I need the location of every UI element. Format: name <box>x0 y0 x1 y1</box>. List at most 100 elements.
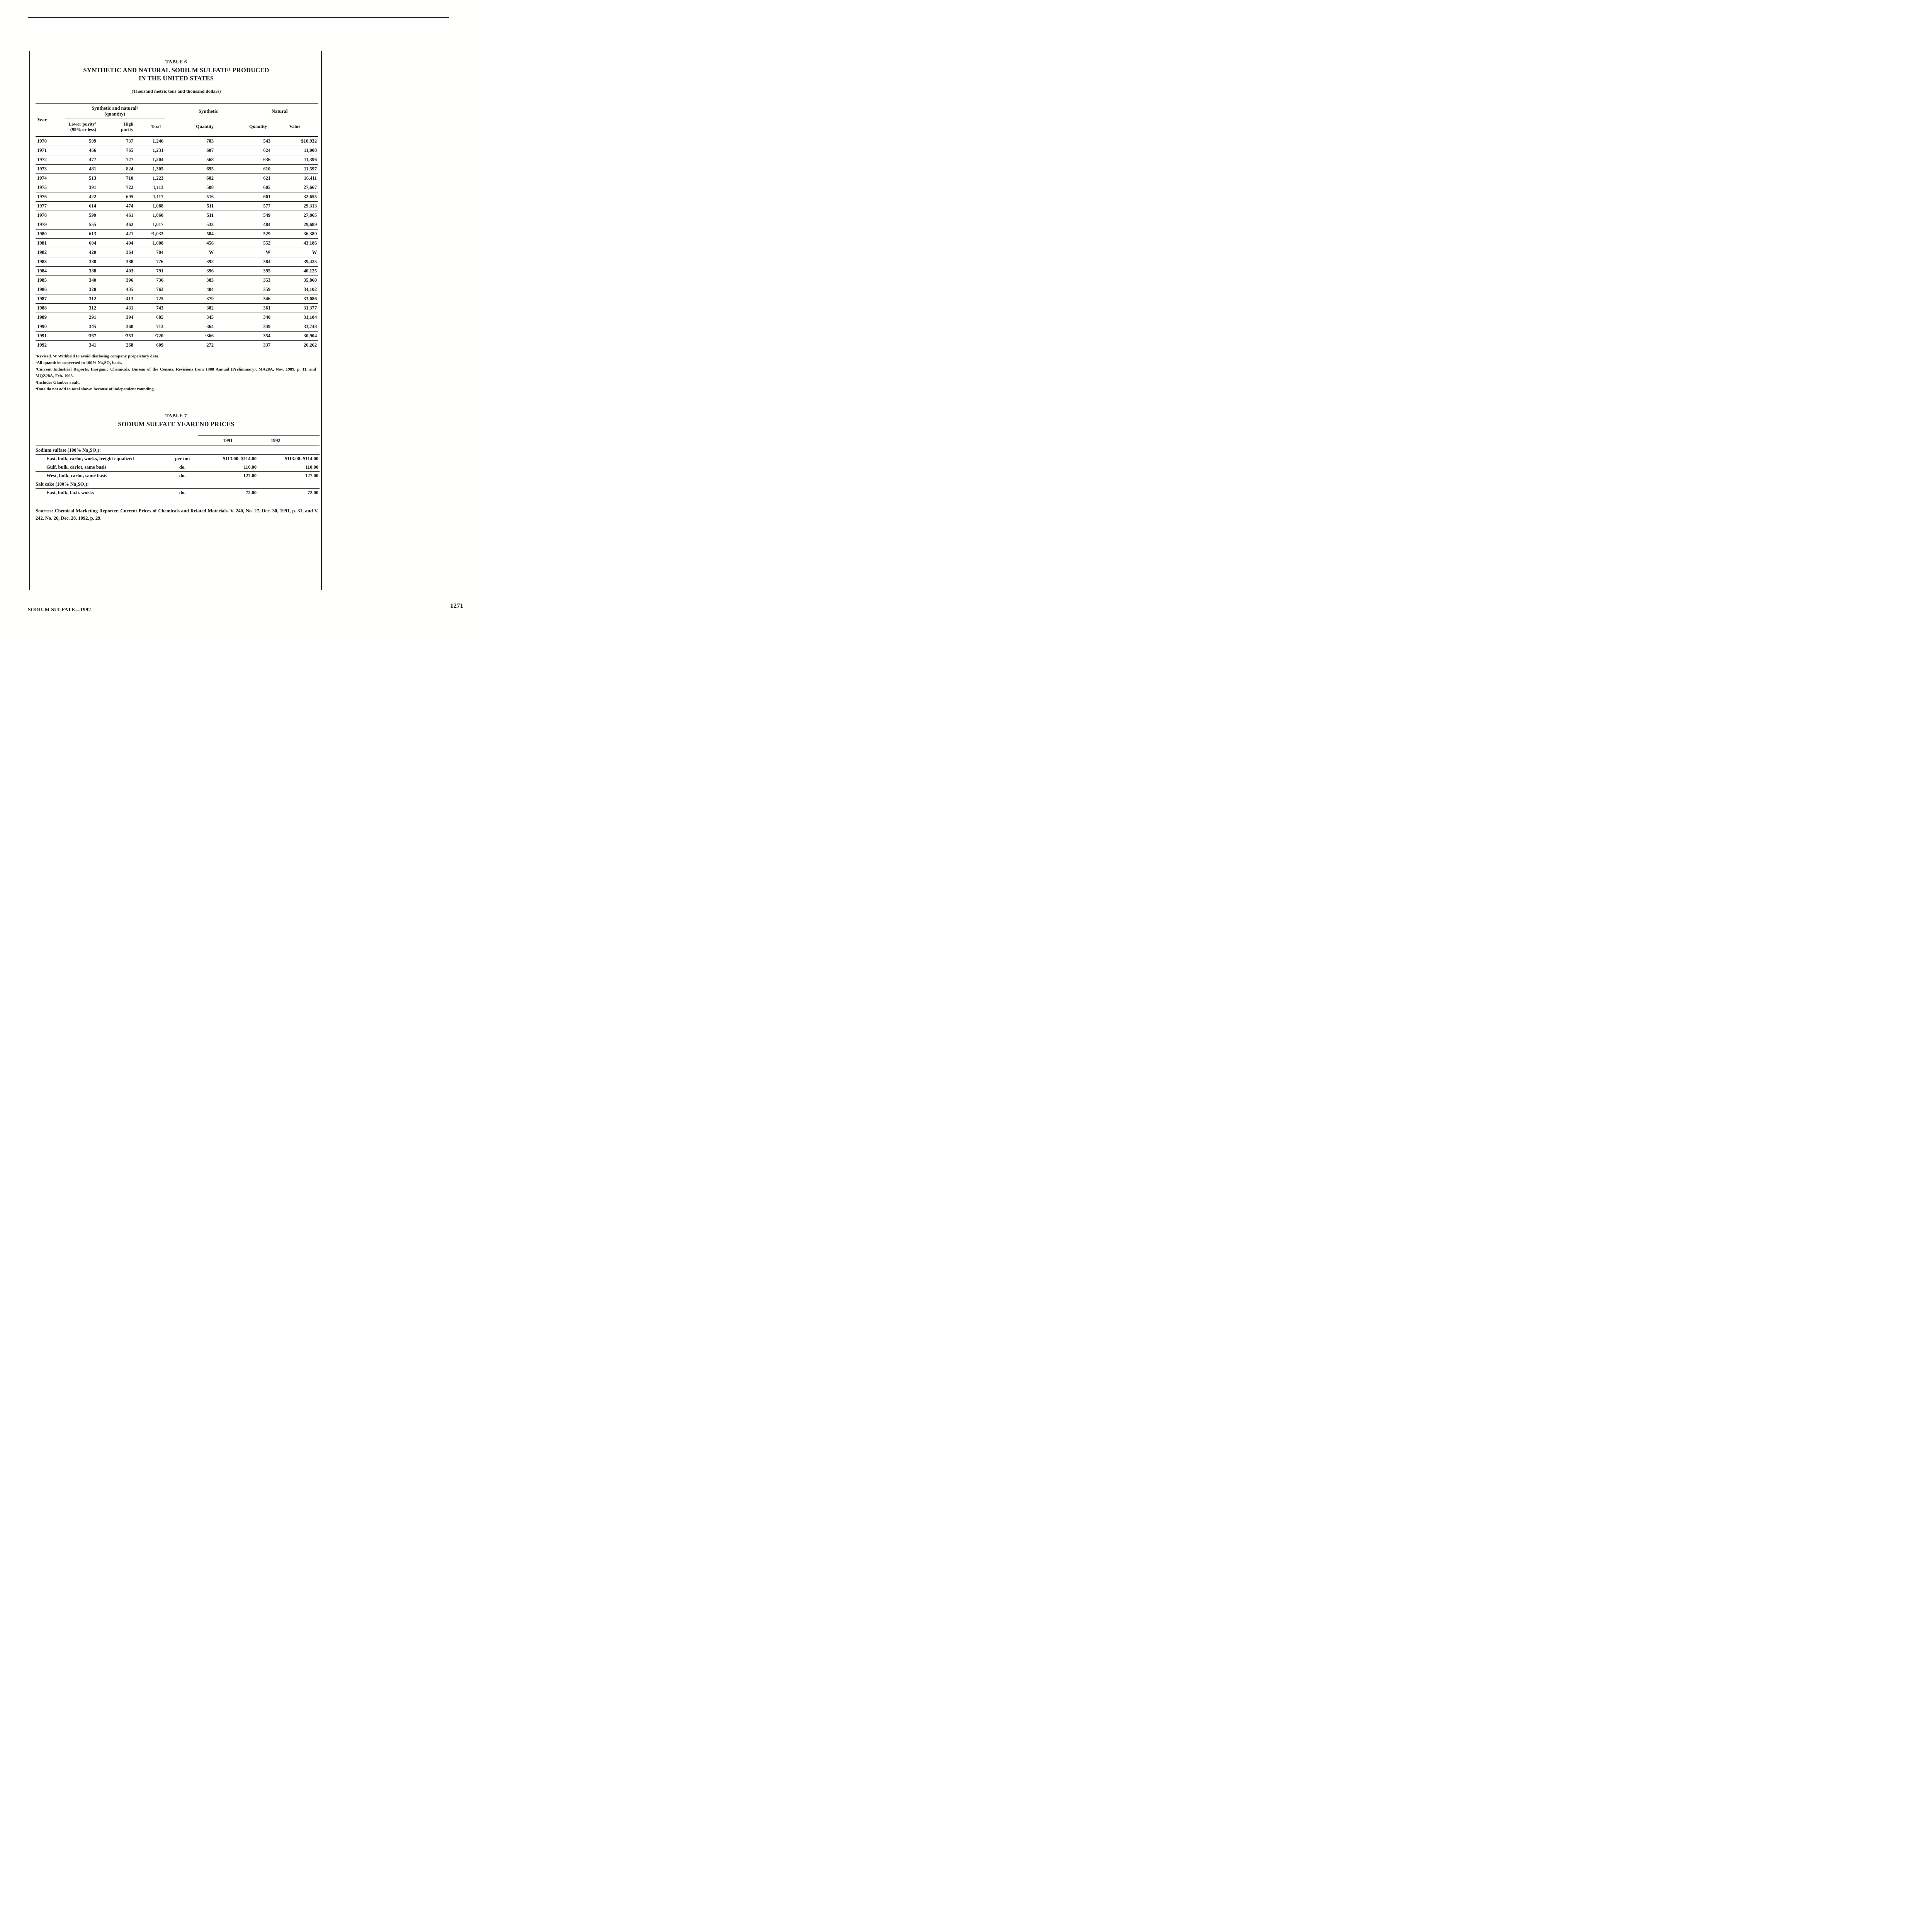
data-cell: 394 <box>97 313 134 322</box>
data-cell: 481 <box>65 164 97 174</box>
data-cell: 36,389 <box>272 229 318 239</box>
table7: 1991 1992 Sodium sulfate (100% Na₂SO₄): E… <box>36 435 320 497</box>
data-cell: 11,008 <box>272 146 318 155</box>
document-page: TABLE 6 SYNTHETIC AND NATURAL SODIUM SUL… <box>0 0 489 638</box>
unit-cell: do. <box>167 488 198 497</box>
data-cell: 543 <box>215 136 272 146</box>
data-cell: 392 <box>165 257 215 267</box>
data-cell: 435 <box>97 285 134 294</box>
lower-purity-line2: (99% or less) <box>70 126 96 132</box>
table6-row: 1970 509 737 1,246 703 543 $10,932 <box>36 136 318 146</box>
table6-title-line1: SYNTHETIC AND NATURAL SODIUM SULFATE¹ PR… <box>83 66 269 74</box>
data-cell: 35,860 <box>272 276 318 285</box>
footer-title: SODIUM SULFATE—1992 <box>28 607 91 612</box>
data-cell: 776 <box>134 257 165 267</box>
item-label: East, bulk, f.o.b. works <box>36 488 167 497</box>
table6-row: 1991 ʳ367 ʳ353 ʳ720 ʳ366 354 30,904 <box>36 331 318 341</box>
col-header-1992: 1992 <box>258 435 320 447</box>
data-cell: 29,313 <box>272 201 318 211</box>
data-cell: 511 <box>165 201 215 211</box>
table7-row: Sodium sulfate (100% Na₂SO₄): <box>36 446 320 455</box>
year-cell: 1975 <box>36 183 65 192</box>
data-cell: 379 <box>165 294 215 304</box>
data-cell: ʳ353 <box>97 331 134 341</box>
data-cell: 40,125 <box>272 266 318 276</box>
data-cell: 33,086 <box>272 294 318 304</box>
col-header-year: Year <box>36 103 65 137</box>
table6-subtitle: (Thousand metric tons and thousand dolla… <box>131 88 221 94</box>
table7-header: 1991 1992 <box>36 435 320 447</box>
data-cell: 340 <box>65 276 97 285</box>
data-cell: 461 <box>97 211 134 220</box>
data-cell: $10,932 <box>272 136 318 146</box>
data-cell: 33,748 <box>272 322 318 332</box>
year-cell: 1991 <box>36 331 65 341</box>
section-label: Sodium sulfate (100% Na₂SO₄): <box>36 446 320 455</box>
table7-title: SODIUM SULFATE YEAREND PRICES <box>118 420 235 428</box>
data-cell: 577 <box>215 201 272 211</box>
data-cell: 605 <box>215 183 272 192</box>
year-cell: 1974 <box>36 173 65 183</box>
data-cell: 272 <box>165 340 215 350</box>
data-cell: 403 <box>97 266 134 276</box>
data-cell: W <box>272 248 318 257</box>
natural-group-label: Natural <box>271 108 288 114</box>
data-cell: 1,305 <box>134 164 165 174</box>
data-cell: 737 <box>97 136 134 146</box>
data-cell: 552 <box>215 238 272 248</box>
table7-row: East, bulk, carlot, works, freight equal… <box>36 454 320 463</box>
data-cell: W <box>165 248 215 257</box>
data-cell: 568 <box>165 155 215 165</box>
footnote: ¹All quantities converted to 100% Na₂SO₄… <box>36 360 122 365</box>
table7-label: TABLE 7 <box>165 413 187 419</box>
year-cell: 1980 <box>36 229 65 239</box>
data-cell: 765 <box>97 146 134 155</box>
col-header-high-purity: High purity <box>97 119 134 137</box>
sources-note: Sources: Chemical Marketing Reporter. Cu… <box>36 508 318 521</box>
data-cell: 511 <box>165 211 215 220</box>
data-cell: 613 <box>65 229 97 239</box>
data-cell: 621 <box>215 173 272 183</box>
data-cell: 533 <box>165 220 215 230</box>
data-cell: 364 <box>165 322 215 332</box>
data-cell: 11,597 <box>272 164 318 174</box>
year-cell: 1989 <box>36 313 65 322</box>
data-cell: 388 <box>65 266 97 276</box>
data-cell: 421 <box>97 229 134 239</box>
section-label: Salt cake (100% Na₂SO₄): <box>36 480 320 489</box>
data-cell: 685 <box>134 313 165 322</box>
data-cell: ⁴1,033 <box>134 229 165 239</box>
data-cell: 395 <box>215 266 272 276</box>
data-cell: ʳ720 <box>134 331 165 341</box>
data-cell: 39,425 <box>272 257 318 267</box>
data-cell: 268 <box>97 340 134 350</box>
data-cell: 713 <box>134 322 165 332</box>
data-cell: W <box>215 248 272 257</box>
data-cell: 462 <box>97 220 134 230</box>
data-cell: 513 <box>65 173 97 183</box>
data-cell: 422 <box>65 192 97 202</box>
price-1992-cell: 72.00 <box>258 488 320 497</box>
data-cell: 328 <box>65 285 97 294</box>
table6-row: 1977 614 474 1,088 511 577 29,313 <box>36 201 318 211</box>
data-cell: 1,060 <box>134 211 165 220</box>
footnote: ²Current Industrial Reports, Inorganic C… <box>36 367 316 378</box>
col-header-value: Value <box>272 119 318 137</box>
table7-row: Gulf, bulk, carlot, same basis do. 110.00 1… <box>36 463 320 472</box>
data-cell: 824 <box>97 164 134 174</box>
data-cell: 1,017 <box>134 220 165 230</box>
data-cell: 11,396 <box>272 155 318 165</box>
table6-row: 1972 477 727 1,204 568 636 11,396 <box>36 155 318 165</box>
year-cell: 1992 <box>36 340 65 350</box>
data-cell: 601 <box>215 192 272 202</box>
data-cell: 16,411 <box>272 173 318 183</box>
data-cell: 341 <box>65 340 97 350</box>
year-cell: 1973 <box>36 164 65 174</box>
table6-footnotes: ʳRevised. W Withheld to avoid disclosing… <box>36 353 316 393</box>
data-cell: 549 <box>215 211 272 220</box>
data-cell: 30,904 <box>272 331 318 341</box>
price-1991-cell: 127.00 <box>198 471 258 480</box>
table6-row: 1976 422 695 1,117 516 601 32,655 <box>36 192 318 202</box>
data-cell: 359 <box>215 285 272 294</box>
table6-row: 1974 513 710 1,223 602 621 16,411 <box>36 173 318 183</box>
